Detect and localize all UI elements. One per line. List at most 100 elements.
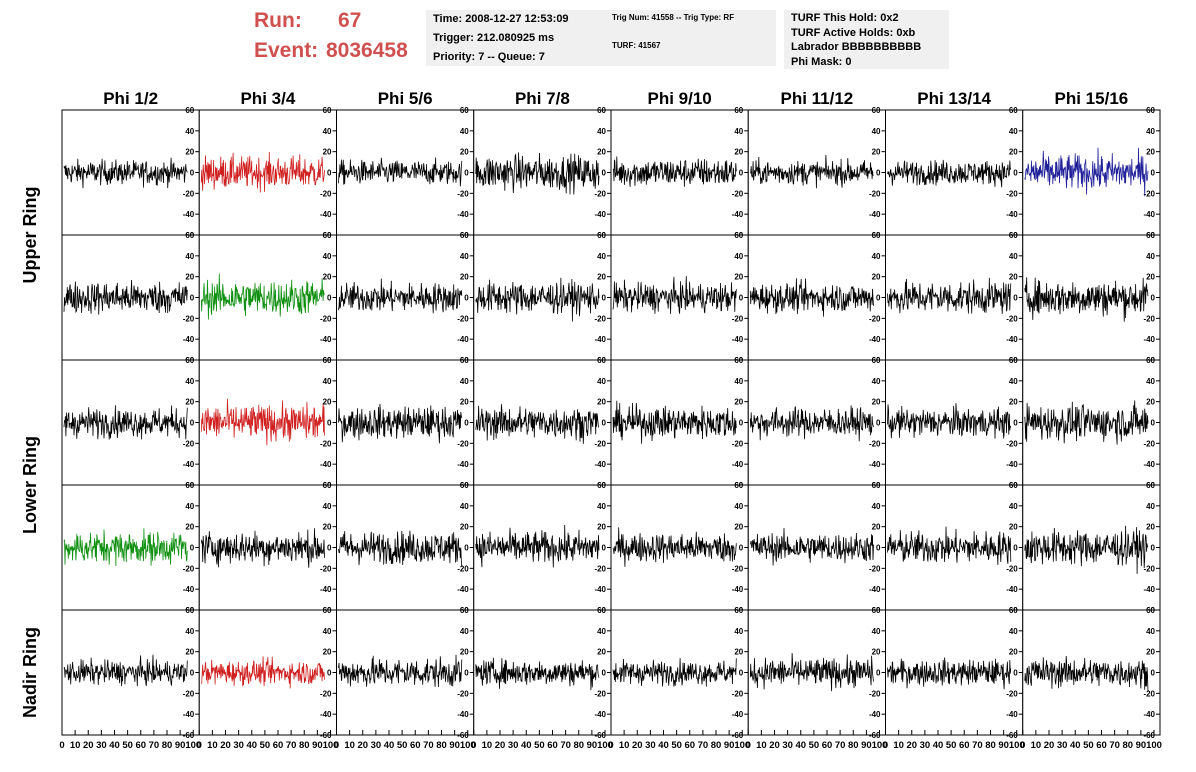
y-tick-label: -20 [732,314,744,323]
waveform-trace [887,403,1012,439]
waveform-trace [887,277,1012,314]
x-tick-label: 90 [861,740,872,751]
y-tick-label: -20 [1006,564,1018,573]
waveform-trace [612,400,737,444]
y-tick-label: 40 [872,502,881,511]
y-tick-label: 0 [464,419,469,428]
y-tick-label: 40 [872,252,881,261]
x-tick-label: 60 [959,740,970,751]
y-tick-label: 20 [323,648,332,657]
y-tick-label: 40 [460,252,469,261]
y-tick-label: -20 [594,689,606,698]
x-tick-label: 0 [608,740,613,751]
y-tick-label: 60 [185,106,194,115]
y-tick-label: -20 [183,564,195,573]
run-value: 67 [338,9,362,32]
waveform-trace [475,277,600,322]
y-tick-label: 0 [190,169,195,178]
x-tick-label: 50 [397,740,408,751]
x-tick-label: 50 [1083,740,1094,751]
y-tick-label: -40 [869,335,881,344]
y-tick-label: 0 [602,419,607,428]
row-label: Lower Ring [20,436,40,534]
y-tick-label: 60 [323,106,332,115]
y-tick-label: 0 [327,669,332,678]
y-tick-label: 40 [1009,377,1018,386]
y-tick-label: 0 [1013,169,1018,178]
y-tick-label: 60 [597,231,606,240]
y-tick-label: 40 [323,502,332,511]
y-tick-label: 0 [327,294,332,303]
y-tick-label: 40 [597,502,606,511]
y-tick-label: 0 [739,419,744,428]
x-tick-label: 40 [246,740,257,751]
x-tick-label: 100 [597,740,613,751]
waveform-trace [612,527,737,567]
x-tick-label: 50 [946,740,957,751]
column-label: Phi 15/16 [1055,89,1129,108]
x-tick-label: 10 [1031,740,1042,751]
y-tick-label: -40 [869,460,881,469]
y-tick-label: 60 [872,356,881,365]
y-tick-label: 40 [185,377,194,386]
x-tick-label: 80 [299,740,310,751]
y-tick-label: 40 [872,377,881,386]
waveform-trace [63,157,188,189]
column-label: Phi 1/2 [103,89,158,108]
y-tick-label: -40 [869,210,881,219]
waveform-trace [200,151,325,193]
waveform-trace [475,404,600,444]
waveform-trace [1024,277,1149,322]
x-tick-label: 30 [920,740,931,751]
x-tick-label: 0 [471,740,476,751]
run-label: Run: [254,9,302,32]
x-tick-label: 50 [260,740,271,751]
y-tick-label: 0 [464,169,469,178]
waveform-trace [63,528,188,567]
column-label: Phi 7/8 [515,89,570,108]
y-tick-label: 0 [1013,419,1018,428]
x-tick-label: 10 [893,740,904,751]
y-tick-label: -40 [1143,210,1155,219]
y-tick-label: 40 [1146,627,1155,636]
y-tick-label: 20 [1009,148,1018,157]
x-tick-label: 90 [1136,740,1147,751]
y-tick-label: 60 [1009,481,1018,490]
y-tick-label: -40 [732,710,744,719]
y-tick-label: 20 [872,523,881,532]
y-tick-label: 60 [1146,231,1155,240]
y-tick-label: 20 [597,398,606,407]
y-tick-label: -60 [320,731,332,740]
y-tick-label: 60 [1009,231,1018,240]
x-tick-label: 50 [671,740,682,751]
y-tick-label: -60 [183,731,195,740]
x-tick-label: 80 [711,740,722,751]
y-tick-label: 20 [872,148,881,157]
y-tick-label: 60 [872,106,881,115]
y-tick-label: -40 [732,585,744,594]
trig-info-box: Trig Num: 41558 -- Trig Type: RF TURF: 4… [606,10,776,66]
priority-text: Priority: 7 -- Queue: 7 [433,51,545,63]
y-tick-label: 40 [734,252,743,261]
waveform-trace [750,154,874,189]
y-tick-label: 40 [1146,252,1155,261]
y-tick-label: 20 [597,523,606,532]
y-tick-label: 60 [597,356,606,365]
x-tick-label: 20 [220,740,231,751]
y-tick-label: -40 [732,210,744,219]
y-tick-label: -60 [732,731,744,740]
x-tick-label: 0 [883,740,888,751]
trig-num-text: Trig Num: 41558 -- Trig Type: RF [612,13,735,22]
y-tick-label: -20 [869,564,881,573]
y-tick-label: -40 [183,460,195,469]
y-tick-label: -20 [183,689,195,698]
y-tick-label: 0 [190,544,195,553]
waveform-trace [200,398,325,446]
y-tick-label: 20 [460,648,469,657]
y-tick-label: 0 [190,294,195,303]
x-tick-label: 40 [384,740,395,751]
y-tick-label: 0 [190,669,195,678]
y-tick-label: 60 [185,481,194,490]
y-tick-label: 20 [734,523,743,532]
